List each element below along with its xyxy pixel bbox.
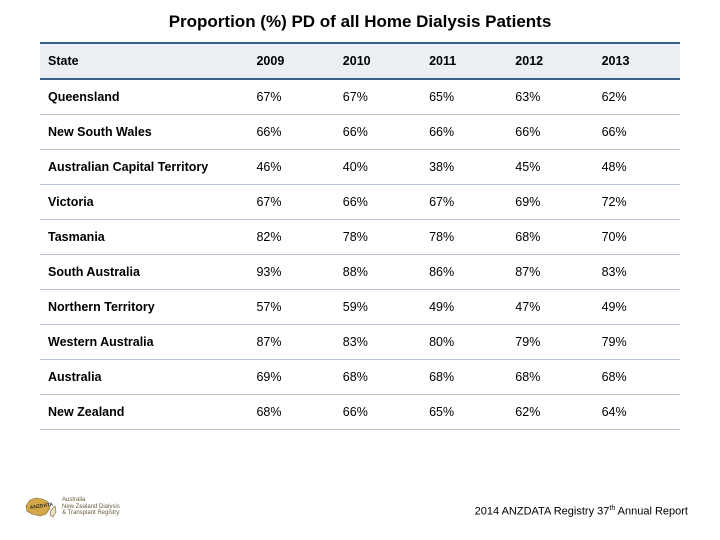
cell-value: 66% — [507, 115, 593, 150]
table-row: Northern Territory57%59%49%47%49% — [40, 290, 680, 325]
cell-state: Victoria — [40, 185, 248, 220]
cell-value: 79% — [507, 325, 593, 360]
cell-value: 69% — [248, 360, 334, 395]
footer-suffix: Annual Report — [615, 506, 688, 518]
cell-value: 93% — [248, 255, 334, 290]
logo-line1: Australia — [62, 497, 120, 504]
cell-state: Australia — [40, 360, 248, 395]
cell-value: 88% — [335, 255, 421, 290]
table-row: Victoria67%66%67%69%72% — [40, 185, 680, 220]
cell-state: Western Australia — [40, 325, 248, 360]
cell-value: 68% — [507, 360, 593, 395]
cell-value: 72% — [594, 185, 680, 220]
cell-value: 69% — [507, 185, 593, 220]
cell-state: Northern Territory — [40, 290, 248, 325]
cell-value: 62% — [594, 79, 680, 115]
cell-value: 68% — [421, 360, 507, 395]
data-table: State 2009 2010 2011 2012 2013 Queenslan… — [40, 42, 680, 430]
logo-line3: & Transplant Registry — [62, 510, 120, 517]
cell-value: 46% — [248, 150, 334, 185]
cell-value: 79% — [594, 325, 680, 360]
table-row: South Australia93%88%86%87%83% — [40, 255, 680, 290]
cell-value: 66% — [594, 115, 680, 150]
cell-value: 80% — [421, 325, 507, 360]
col-2012: 2012 — [507, 43, 593, 79]
cell-value: 83% — [594, 255, 680, 290]
cell-value: 86% — [421, 255, 507, 290]
cell-value: 66% — [335, 395, 421, 430]
cell-value: 67% — [248, 79, 334, 115]
logo: ANZDATA Australia New Zealand Dialysis &… — [22, 492, 120, 522]
cell-value: 66% — [335, 115, 421, 150]
cell-state: Australian Capital Territory — [40, 150, 248, 185]
cell-value: 68% — [507, 220, 593, 255]
cell-value: 49% — [594, 290, 680, 325]
logo-line2: New Zealand Dialysis — [62, 504, 120, 511]
cell-value: 38% — [421, 150, 507, 185]
col-state: State — [40, 43, 248, 79]
col-2011: 2011 — [421, 43, 507, 79]
cell-value: 67% — [335, 79, 421, 115]
cell-value: 78% — [421, 220, 507, 255]
table-header-row: State 2009 2010 2011 2012 2013 — [40, 43, 680, 79]
cell-value: 87% — [248, 325, 334, 360]
logo-text: Australia New Zealand Dialysis & Transpl… — [62, 497, 120, 517]
cell-value: 82% — [248, 220, 334, 255]
cell-value: 67% — [248, 185, 334, 220]
table-row: Australia69%68%68%68%68% — [40, 360, 680, 395]
cell-value: 67% — [421, 185, 507, 220]
cell-value: 40% — [335, 150, 421, 185]
col-2009: 2009 — [248, 43, 334, 79]
cell-state: New Zealand — [40, 395, 248, 430]
table-row: Tasmania82%78%78%68%70% — [40, 220, 680, 255]
table-row: New South Wales66%66%66%66%66% — [40, 115, 680, 150]
table-body: Queensland67%67%65%63%62%New South Wales… — [40, 79, 680, 430]
cell-state: Tasmania — [40, 220, 248, 255]
cell-value: 70% — [594, 220, 680, 255]
cell-value: 59% — [335, 290, 421, 325]
table-row: New Zealand68%66%65%62%64% — [40, 395, 680, 430]
cell-value: 68% — [248, 395, 334, 430]
page-title: Proportion (%) PD of all Home Dialysis P… — [0, 0, 720, 42]
cell-state: New South Wales — [40, 115, 248, 150]
table-row: Queensland67%67%65%63%62% — [40, 79, 680, 115]
cell-value: 68% — [594, 360, 680, 395]
cell-state: Queensland — [40, 79, 248, 115]
footer-prefix: 2014 ANZDATA Registry 37 — [475, 506, 610, 518]
col-2010: 2010 — [335, 43, 421, 79]
cell-value: 66% — [248, 115, 334, 150]
cell-value: 48% — [594, 150, 680, 185]
cell-value: 65% — [421, 79, 507, 115]
cell-value: 83% — [335, 325, 421, 360]
cell-value: 63% — [507, 79, 593, 115]
cell-value: 66% — [421, 115, 507, 150]
cell-value: 49% — [421, 290, 507, 325]
cell-value: 65% — [421, 395, 507, 430]
table-row: Western Australia87%83%80%79%79% — [40, 325, 680, 360]
cell-value: 68% — [335, 360, 421, 395]
cell-value: 47% — [507, 290, 593, 325]
cell-value: 45% — [507, 150, 593, 185]
table-row: Australian Capital Territory46%40%38%45%… — [40, 150, 680, 185]
cell-value: 62% — [507, 395, 593, 430]
cell-value: 87% — [507, 255, 593, 290]
cell-value: 64% — [594, 395, 680, 430]
footer-text: 2014 ANZDATA Registry 37th Annual Report — [475, 505, 688, 518]
cell-value: 57% — [248, 290, 334, 325]
cell-state: South Australia — [40, 255, 248, 290]
col-2013: 2013 — [594, 43, 680, 79]
cell-value: 78% — [335, 220, 421, 255]
logo-map-icon: ANZDATA — [22, 492, 58, 522]
cell-value: 66% — [335, 185, 421, 220]
